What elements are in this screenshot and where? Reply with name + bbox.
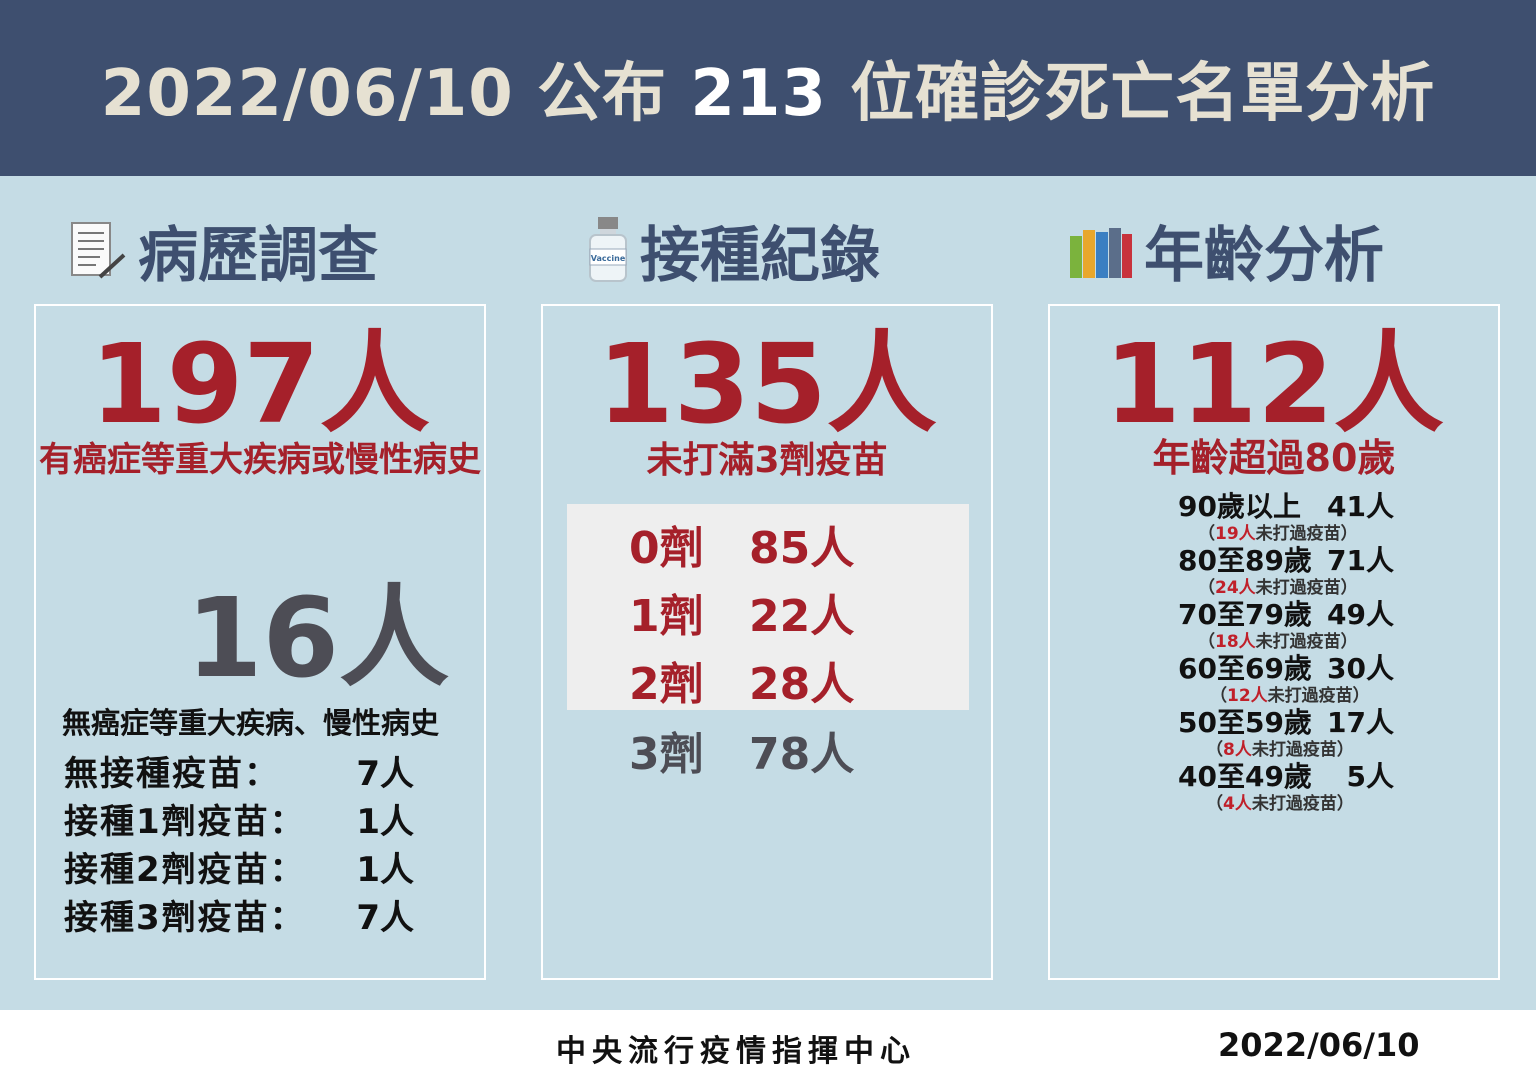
age-group-note: （18人未打過疫苗） (1198, 632, 1358, 652)
page-title: 2022/06/10 公布 213 位確診死亡名單分析 (100, 57, 1436, 131)
dose-row: 3劑 78人 (629, 729, 855, 780)
header-banner: 2022/06/10 公布 213 位確診死亡名單分析 (0, 0, 1536, 176)
history-row: 無接種疫苗： 7人 (64, 754, 414, 794)
dose-highlight-box (567, 504, 969, 710)
footer: 中央流行疫情指揮中心 2022/06/10 (0, 1010, 1536, 1086)
history-heading: 病歷調查 (66, 208, 378, 292)
dose-row: 2劑 28人 (629, 659, 855, 710)
svg-text:Vaccine: Vaccine (591, 254, 626, 263)
dose-row: 0劑 85人 (629, 523, 855, 574)
vaccination-big-count: 135人 (597, 320, 937, 448)
history-big-count: 197人 (90, 320, 430, 448)
age-group-note: （4人未打過疫苗） (1206, 794, 1354, 814)
history-row: 接種2劑疫苗： 1人 (64, 850, 414, 890)
age-group-note: （12人未打過疫苗） (1210, 686, 1370, 706)
vaccination-heading: Vaccine 接種紀錄 (586, 208, 880, 292)
age-group-row: 90歲以上 41人 (1178, 490, 1394, 523)
age-group-row: 60至69歲 30人 (1178, 652, 1394, 685)
total-deaths: 213 (690, 57, 827, 131)
age-group-note: （19人未打過疫苗） (1198, 524, 1358, 544)
footer-date: 2022/06/10 (1218, 1026, 1420, 1064)
age-group-note: （8人未打過疫苗） (1206, 740, 1354, 760)
age-big-caption: 年齡超過80歲 (1152, 436, 1396, 480)
history-row: 接種1劑疫苗： 1人 (64, 802, 414, 842)
books-icon (1070, 228, 1132, 278)
dose-row: 1劑 22人 (629, 591, 855, 642)
age-panel: 112人 年齡超過80歲 90歲以上 41人 （19人未打過疫苗） 80至89歲 7… (1048, 304, 1500, 980)
vaccination-big-caption: 未打滿3劑疫苗 (646, 440, 888, 481)
vaccination-panel: 135人 未打滿3劑疫苗 0劑 85人 1劑 22人 2劑 28人 3劑 78人 (541, 304, 993, 980)
history-panel: 197人 有癌症等重大疾病或慢性病史 16人 無癌症等重大疾病、慢性病史 無接種… (34, 304, 486, 980)
age-heading: 年齡分析 (1068, 208, 1384, 292)
age-group-row: 40至49歲 5人 (1178, 760, 1394, 793)
footer-org: 中央流行疫情指揮中心 (556, 1034, 916, 1069)
age-big-count: 112人 (1104, 320, 1444, 448)
history-row: 接種3劑疫苗： 7人 (64, 898, 414, 938)
document-pen-icon (71, 222, 126, 279)
no-history-caption: 無癌症等重大疾病、慢性病史 (62, 706, 440, 740)
vaccine-bottle-icon: Vaccine (589, 217, 627, 282)
age-group-note: （24人未打過疫苗） (1198, 578, 1358, 598)
age-group-row: 70至79歲 49人 (1178, 598, 1394, 631)
age-group-row: 80至89歲 71人 (1178, 544, 1394, 577)
age-group-row: 50至59歲 17人 (1178, 706, 1394, 739)
no-history-count: 16人 (186, 574, 450, 702)
history-big-caption: 有癌症等重大疾病或慢性病史 (39, 440, 481, 480)
